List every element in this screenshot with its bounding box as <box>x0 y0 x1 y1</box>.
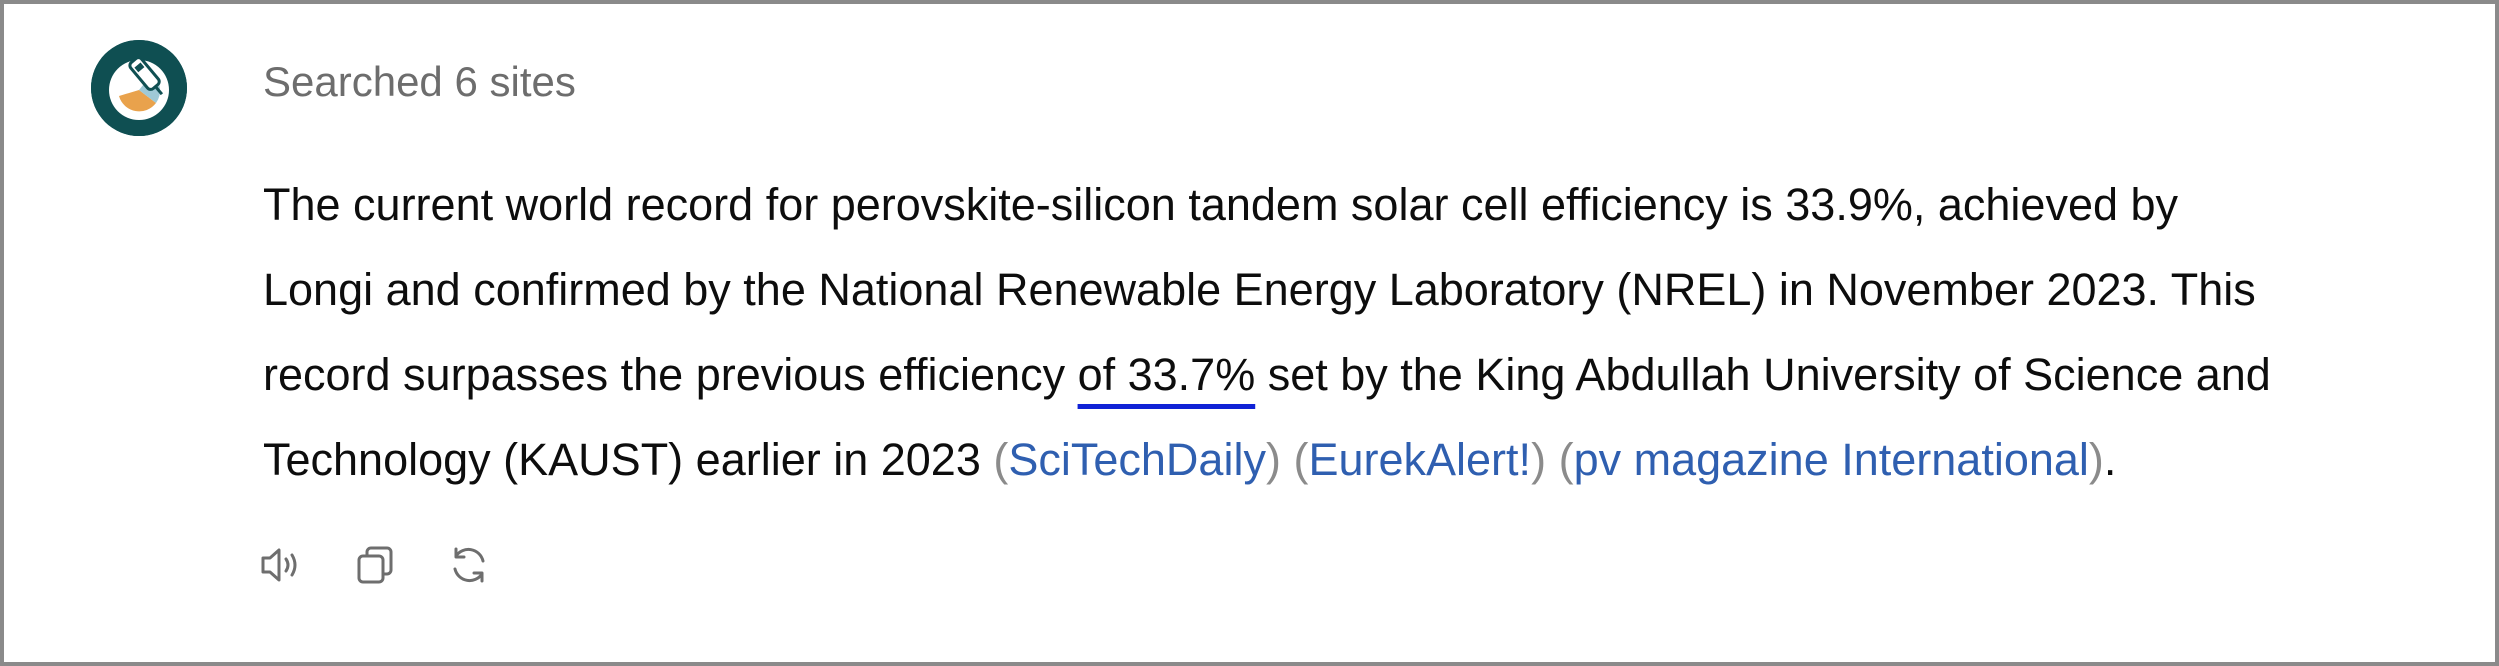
answer-line-2: Longi and confirmed by the National Rene… <box>263 264 2256 315</box>
answer-line-4: Technology (KAUST) earlier in 2023 (SciT… <box>263 417 2423 502</box>
citation-paren-open: ( <box>1293 434 1309 485</box>
assistant-answer: The current world record for perovskite-… <box>263 162 2423 502</box>
citation-link-pv-magazine[interactable]: pv magazine International <box>1573 434 2089 485</box>
search-status[interactable]: Searched 6 sites <box>263 58 576 105</box>
copy-icon <box>357 546 393 584</box>
answer-text: Technology (KAUST) earlier in 2023 <box>263 434 994 485</box>
citation-paren-open: ( <box>993 434 1009 485</box>
citation-paren-close: ) <box>1265 434 1281 485</box>
regenerate-button[interactable] <box>442 538 496 592</box>
copy-button[interactable] <box>348 538 402 592</box>
read-aloud-icon <box>261 548 297 582</box>
citation-paren-close: ) <box>1531 434 1547 485</box>
citation-paren-open: ( <box>1558 434 1574 485</box>
citation-link-eurekalert[interactable]: EurekAlert! <box>1308 434 1532 485</box>
answer-line-1: The current world record for perovskite-… <box>263 179 2179 230</box>
read-aloud-button[interactable] <box>254 538 308 592</box>
regenerate-icon <box>453 547 485 583</box>
answer-text: record surpasses the previous efficiency <box>263 349 1078 400</box>
citation-paren-close: ) <box>2088 434 2104 485</box>
gpt-logo-icon <box>91 40 187 136</box>
answer-text: set by the King Abdullah University of S… <box>1255 349 2271 400</box>
message-actions <box>254 538 496 592</box>
assistant-avatar <box>91 40 187 136</box>
answer-line-3: record surpasses the previous efficiency… <box>263 332 2423 417</box>
citation-link-scitechdaily[interactable]: SciTechDaily <box>1008 434 1266 485</box>
answer-period: . <box>2103 434 2117 485</box>
highlighted-phrase: of 33.7% <box>1077 349 1256 400</box>
